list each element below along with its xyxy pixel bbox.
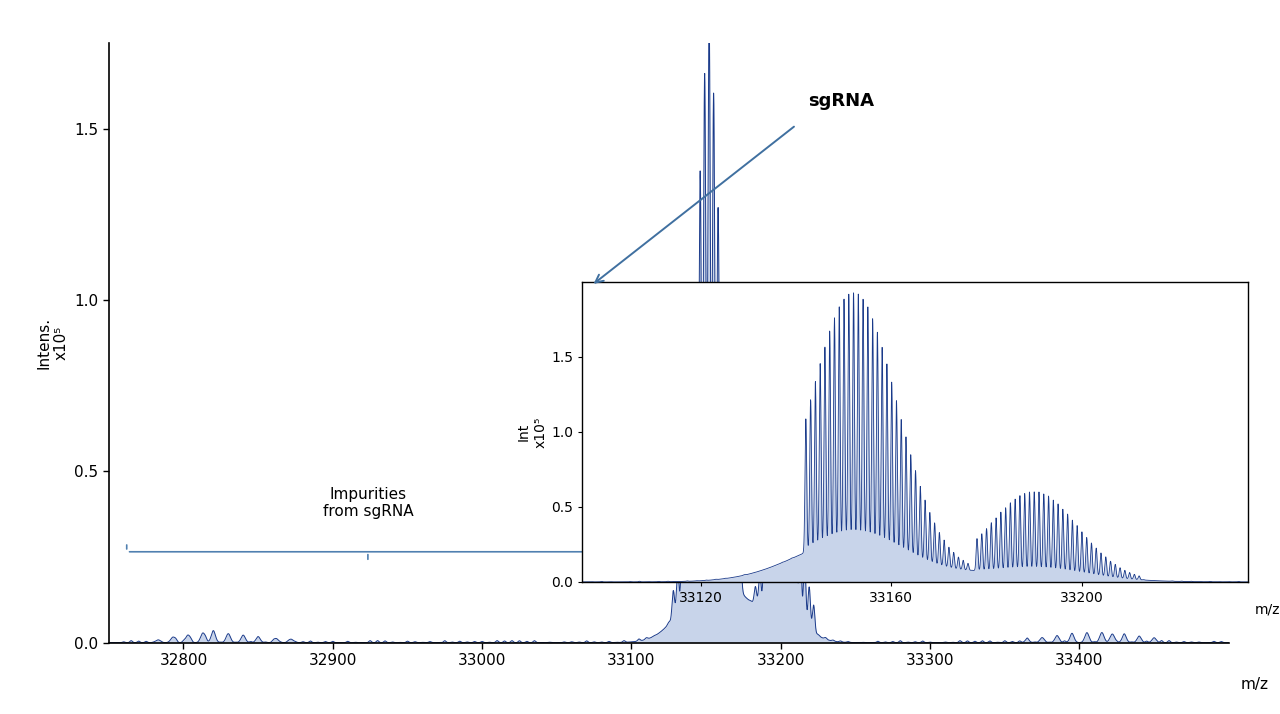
- Text: Impurities
from sgRNA: Impurities from sgRNA: [323, 487, 413, 519]
- Text: m/z: m/z: [1256, 603, 1280, 617]
- Text: Impurities
from sgRNA: Impurities from sgRNA: [1032, 487, 1121, 519]
- Y-axis label: Int
x10⁵: Int x10⁵: [517, 416, 548, 448]
- Text: sgRNA: sgRNA: [808, 92, 874, 110]
- Text: m/z: m/z: [1240, 677, 1268, 692]
- Y-axis label: Intens.
x10⁵: Intens. x10⁵: [36, 316, 69, 369]
